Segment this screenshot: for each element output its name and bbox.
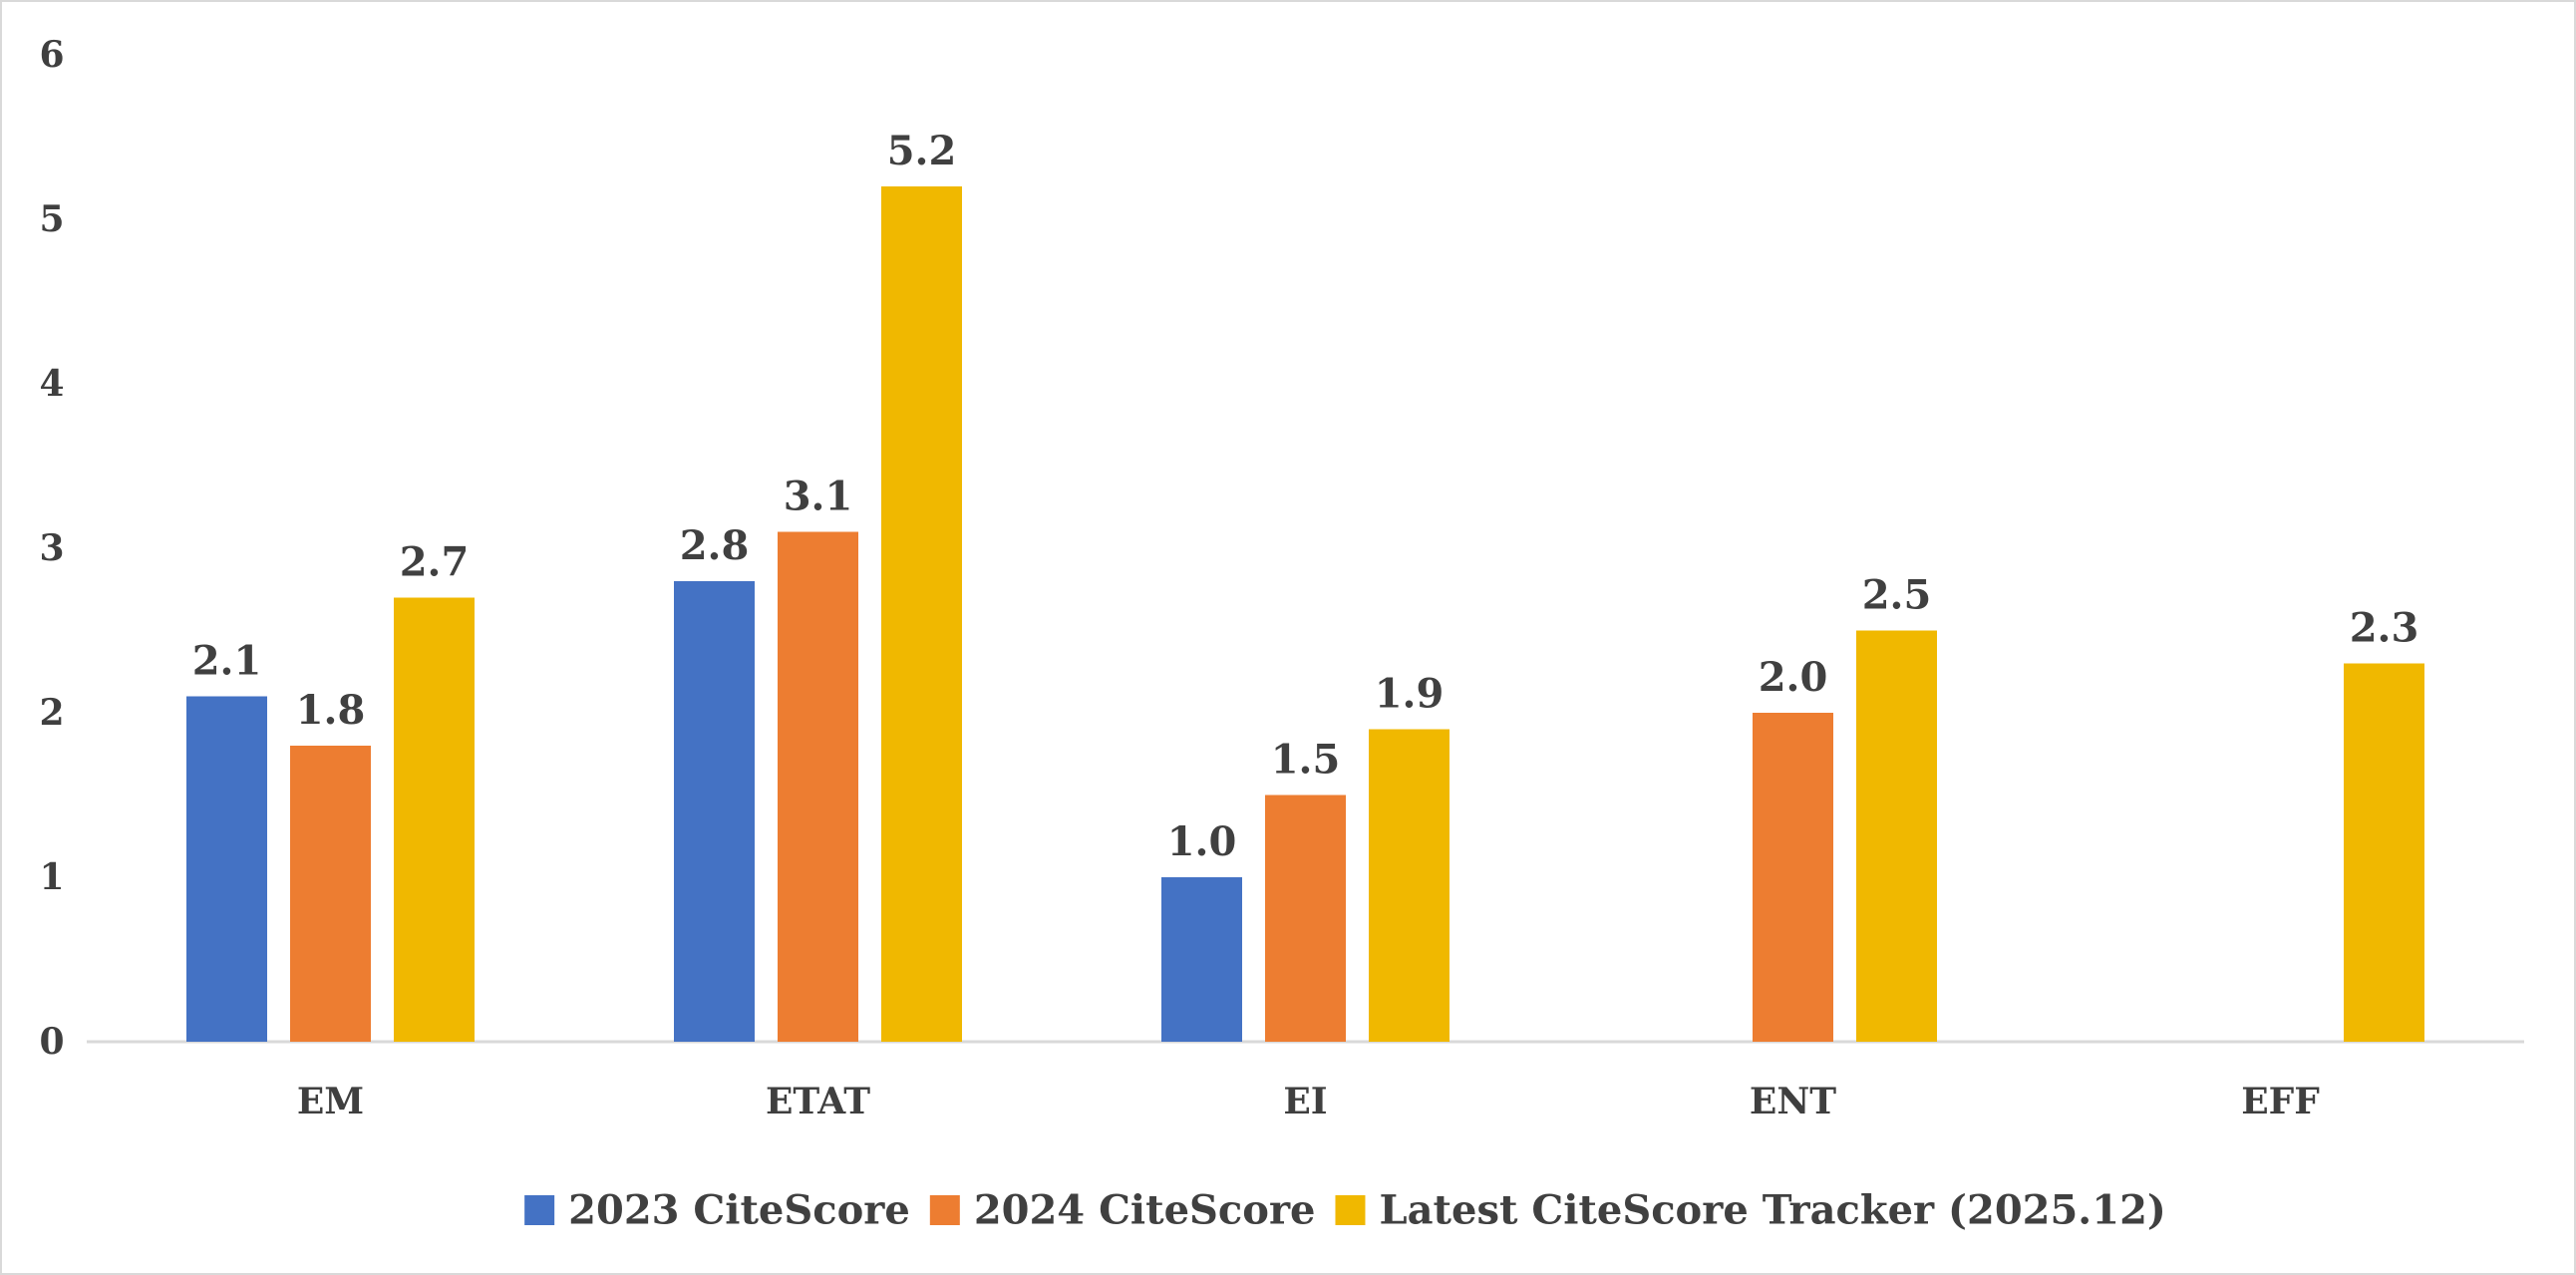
legend-swatch (1335, 1195, 1366, 1225)
legend-label: Latest CiteScore Tracker (2025.12) (1379, 1187, 2165, 1234)
bar-ent-series-3 (1856, 630, 1937, 1042)
data-label: 2.8 (680, 522, 750, 569)
bar-em-series-3 (394, 597, 475, 1042)
data-label: 1.0 (1167, 818, 1237, 865)
data-label: 2.5 (1862, 572, 1932, 619)
bar-etat-series-2 (778, 531, 858, 1042)
y-tick-label: 0 (39, 1021, 64, 1063)
data-label: 1.5 (1271, 737, 1341, 784)
x-axis-ticks: EM ETAT EI ENT EFF (297, 1081, 2320, 1122)
bar-em-series-2 (290, 746, 371, 1042)
y-tick-label: 5 (39, 198, 64, 240)
bar-eff-series-3 (2344, 663, 2424, 1042)
legend-item: 2024 CiteScore (929, 1187, 1316, 1234)
x-tick-label: ETAT (766, 1081, 870, 1122)
y-tick-label: 3 (39, 527, 64, 569)
x-tick-label: EFF (2241, 1081, 2320, 1122)
data-label: 2.7 (400, 539, 470, 586)
bar-ei-series-3 (1369, 729, 1449, 1042)
bar-etat-series-3 (881, 186, 962, 1042)
x-tick-label: EI (1283, 1081, 1327, 1122)
data-label: 1.8 (296, 687, 366, 734)
y-tick-label: 2 (39, 692, 64, 734)
data-label: 3.1 (784, 474, 853, 520)
y-tick-label: 4 (39, 363, 64, 405)
y-tick-label: 1 (39, 856, 64, 898)
legend-label: 2023 CiteScore (568, 1187, 910, 1234)
x-tick-label: EM (297, 1081, 364, 1122)
y-tick-label: 6 (39, 34, 64, 76)
data-label: 2.1 (192, 638, 262, 685)
legend-swatch (524, 1195, 555, 1225)
bar-em-series-1 (186, 696, 267, 1042)
legend-label: 2024 CiteScore (974, 1187, 1316, 1234)
data-label: 2.0 (1759, 654, 1828, 701)
y-axis-ticks: 0 1 2 3 4 5 6 (39, 34, 64, 1063)
data-labels: 2.1 1.8 2.7 2.8 3.1 5.2 1.0 1.5 1.9 2.0 2.5 2.3 (192, 128, 2419, 865)
legend: 2023 CiteScore 2024 CiteScore Latest CiteS… (524, 1187, 2166, 1234)
bar-etat-series-1 (674, 581, 755, 1042)
x-tick-label: ENT (1750, 1081, 1836, 1122)
legend-item: 2023 CiteScore (524, 1187, 910, 1234)
legend-item: Latest CiteScore Tracker (2025.12) (1335, 1187, 2166, 1234)
bars (186, 186, 2424, 1042)
data-label: 5.2 (887, 128, 957, 174)
bar-ei-series-1 (1161, 877, 1242, 1042)
data-label: 2.3 (2350, 605, 2419, 652)
legend-swatch (929, 1195, 960, 1225)
bar-ent-series-2 (1753, 713, 1833, 1042)
bar-ei-series-2 (1265, 795, 1346, 1042)
data-label: 1.9 (1375, 671, 1445, 718)
